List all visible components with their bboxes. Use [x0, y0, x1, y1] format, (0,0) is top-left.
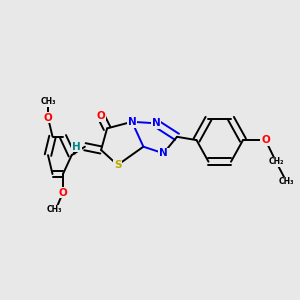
Text: N: N	[128, 117, 136, 127]
Text: N: N	[159, 148, 168, 158]
Text: O: O	[44, 112, 52, 123]
Text: CH₃: CH₃	[40, 98, 56, 106]
Text: S: S	[114, 160, 122, 170]
Text: O: O	[58, 188, 68, 198]
Text: H: H	[72, 142, 81, 152]
Text: N: N	[152, 118, 160, 128]
Text: CH₃: CH₃	[279, 177, 294, 186]
Text: O: O	[97, 111, 106, 122]
Text: CH₃: CH₃	[46, 206, 62, 214]
Text: O: O	[261, 135, 270, 145]
Text: CH₂: CH₂	[268, 157, 284, 166]
